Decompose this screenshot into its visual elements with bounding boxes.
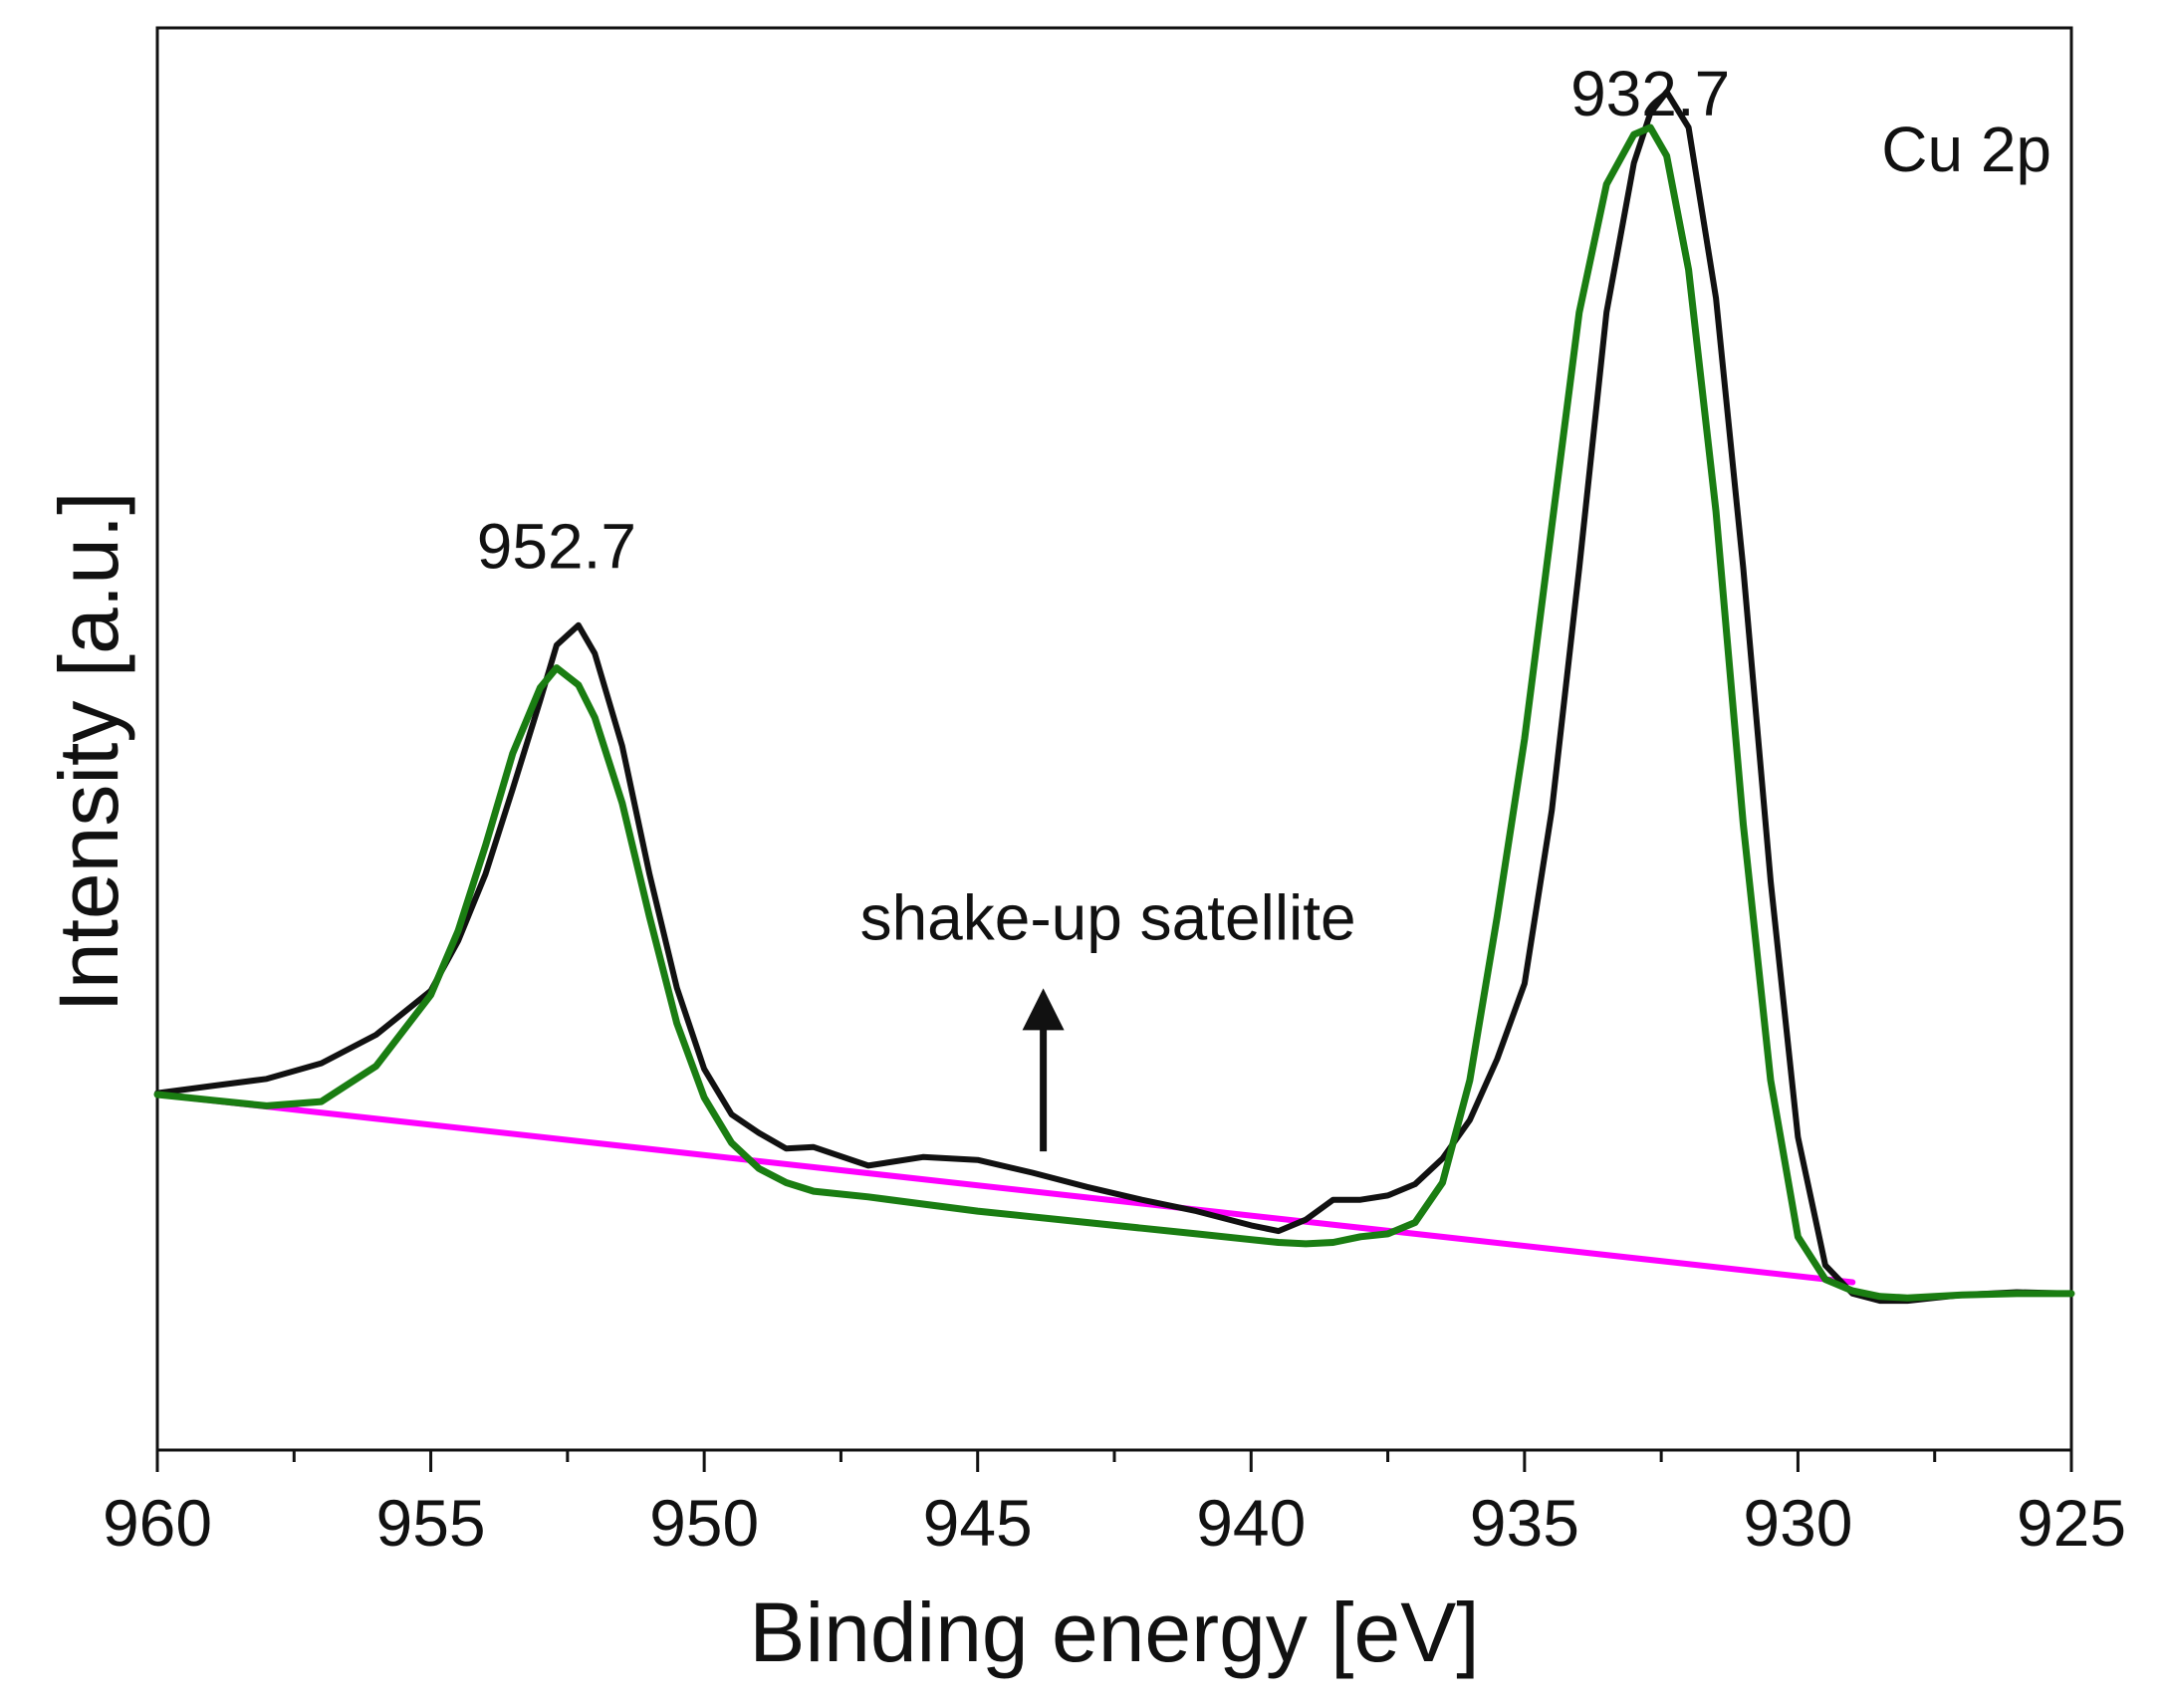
x-tick-label: 940 bbox=[1196, 1486, 1306, 1560]
x-tick-label: 945 bbox=[923, 1486, 1033, 1560]
plot-frame bbox=[155, 26, 2073, 1452]
x-tick-label: 925 bbox=[2017, 1486, 2126, 1560]
x-axis-title: Binding energy [eV] bbox=[749, 1586, 1479, 1679]
y-axis-title: Intensity [a.u.] bbox=[42, 492, 135, 1013]
x-tick-label: 930 bbox=[1743, 1486, 1852, 1560]
series-line-fit bbox=[153, 123, 2075, 1302]
series-line-measured bbox=[154, 89, 2074, 1305]
x-tick-label: 935 bbox=[1470, 1486, 1579, 1560]
x-tick-label: 960 bbox=[103, 1486, 212, 1560]
x-tick-label: 955 bbox=[376, 1486, 486, 1560]
series-group bbox=[153, 89, 2075, 1305]
spectrum-label: Cu 2p bbox=[1881, 114, 2051, 185]
x-tick-label: 950 bbox=[649, 1486, 759, 1560]
series-line-background bbox=[154, 1092, 1856, 1286]
peak-label-932-7: 932.7 bbox=[1570, 58, 1730, 129]
peak-label-952-7: 952.7 bbox=[477, 511, 636, 583]
x-axis-ticks: 960 955 950 945 940 935 930 925 bbox=[103, 1450, 2126, 1560]
satellite-label: shake-up satellite bbox=[860, 881, 1356, 953]
